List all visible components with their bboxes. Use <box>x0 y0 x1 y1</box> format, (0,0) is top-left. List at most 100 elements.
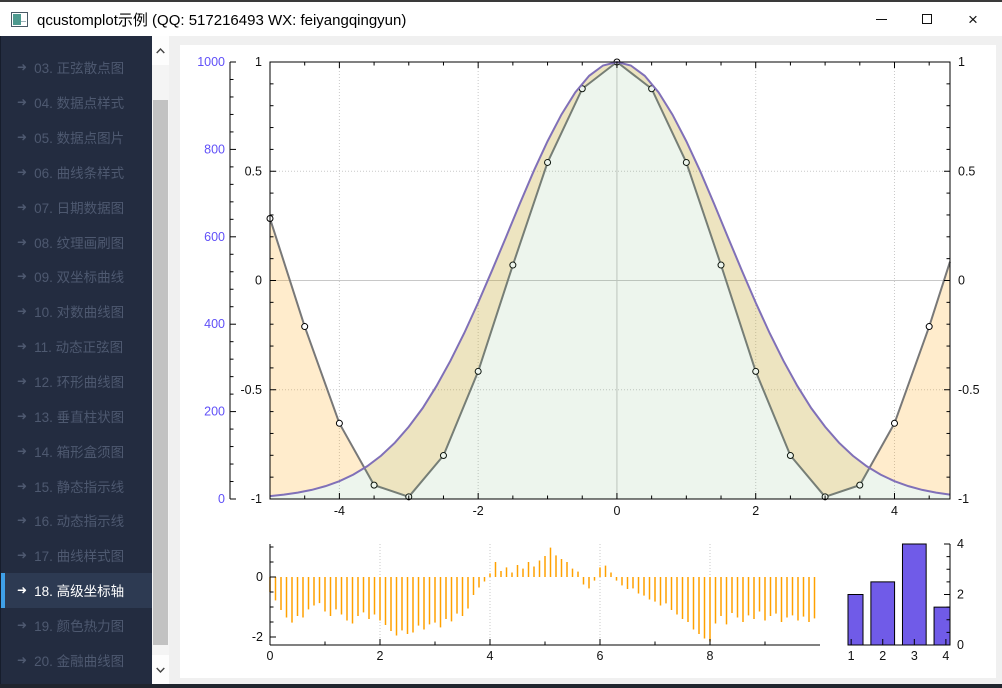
scrollbar-thumb[interactable] <box>153 100 168 645</box>
sidebar-item-07[interactable]: ➜ 07. 日期数据图 <box>1 189 152 224</box>
sidebar: ➜ 03. 正弦散点图 ➜ 04. 数据点样式 ➜ 05. 数据点图片 ➜ 06. 曲线条样式… <box>0 36 152 684</box>
window-titlebar: qcustomplot示例 (QQ: 517216493 WX: feiyang… <box>0 2 1002 36</box>
sidebar-item-05[interactable]: ➜ 05. 数据点图片 <box>1 120 152 155</box>
svg-text:1: 1 <box>255 55 262 69</box>
window-bottom-sliver <box>0 684 1002 688</box>
maximize-icon <box>922 14 932 24</box>
qcustomplot-canvas[interactable]: -4 -2 0 2 410.50-0.5-110.50-0.5-110008006004… <box>180 45 996 678</box>
sidebar-menu: ➜ 03. 正弦散点图 ➜ 04. 数据点样式 ➜ 05. 数据点图片 ➜ 06. 曲线条样式… <box>1 50 152 677</box>
sidebar-item-06[interactable]: ➜ 06. 曲线条样式 <box>1 155 152 190</box>
arrow-icon: ➜ <box>17 269 28 284</box>
cos-data-marker <box>786 452 794 460</box>
svg-text:4: 4 <box>957 537 964 551</box>
arrow-icon: ➜ <box>17 443 28 458</box>
gauss-graph-line <box>269 60 951 498</box>
bar <box>901 543 927 646</box>
window-title: qcustomplot示例 (QQ: 517216493 WX: feiyang… <box>37 11 407 29</box>
svg-text:0.5: 0.5 <box>958 164 975 178</box>
sidebar-item-label: 06. 曲线条样式 <box>34 165 125 181</box>
sidebar-item-label: 15. 静态指示线 <box>34 479 125 495</box>
arrow-icon: ➜ <box>17 617 28 632</box>
bar <box>847 594 864 646</box>
sidebar-item-13[interactable]: ➜ 13. 垂直柱状图 <box>1 398 152 433</box>
sidebar-item-14[interactable]: ➜ 14. 箱形盒须图 <box>1 433 152 468</box>
svg-text:800: 800 <box>204 142 225 156</box>
arrow-icon: ➜ <box>17 130 28 145</box>
close-icon: × <box>968 9 978 29</box>
sidebar-item-label: 14. 箱形盒须图 <box>34 444 125 460</box>
sidebar-item-label: 16. 动态指示线 <box>34 514 125 530</box>
scroll-up-button[interactable] <box>152 36 169 65</box>
sidebar-item-label: 13. 垂直柱状图 <box>34 409 125 425</box>
sidebar-item-label: 10. 对数曲线图 <box>34 305 125 321</box>
svg-text:1: 1 <box>958 55 965 69</box>
cos-data-marker <box>439 452 447 460</box>
svg-text:-4: -4 <box>334 504 345 518</box>
sidebar-item-label: 11. 动态正弦图 <box>34 340 124 356</box>
sidebar-item-09[interactable]: ➜ 09. 双坐标曲线 <box>1 259 152 294</box>
svg-text:-2: -2 <box>473 504 484 518</box>
svg-text:0: 0 <box>613 504 620 518</box>
cos-data-marker <box>925 323 933 331</box>
main-axis-rect: -4 -2 0 2 4 1 0.5 0 -0.5 -1 1 0.5 0 -0.5 -1 1000 800 600 4… <box>197 55 979 518</box>
svg-text:2: 2 <box>377 649 384 663</box>
sidebar-item-15[interactable]: ➜ 15. 静态指示线 <box>1 468 152 503</box>
bar <box>870 581 896 646</box>
sidebar-item-label: 17. 曲线样式图 <box>34 549 125 565</box>
sidebar-item-label: 08. 纹理画刷图 <box>34 235 125 251</box>
svg-text:4: 4 <box>942 649 949 663</box>
svg-text:-1: -1 <box>251 492 262 506</box>
sidebar-item-10[interactable]: ➜ 10. 对数曲线图 <box>1 294 152 329</box>
sidebar-item-11[interactable]: ➜ 11. 动态正弦图 <box>1 329 152 364</box>
svg-text:-0.5: -0.5 <box>958 383 980 397</box>
svg-text:-2: -2 <box>252 630 263 644</box>
sidebar-item-16[interactable]: ➜ 16. 动态指示线 <box>1 503 152 538</box>
svg-text:4: 4 <box>891 504 898 518</box>
sidebar-item-label: 09. 双坐标曲线 <box>34 270 125 286</box>
sidebar-item-label: 04. 数据点样式 <box>34 96 125 112</box>
cos-data-marker <box>682 158 690 166</box>
arrow-icon: ➜ <box>17 478 28 493</box>
window-top-border <box>0 0 1002 2</box>
sidebar-item-label: 19. 颜色热力图 <box>34 618 125 634</box>
sub-impulse-rect: 0 2 4 6 8 0 -2 <box>252 544 820 663</box>
sidebar-item-18[interactable]: ➜ 18. 高级坐标轴 <box>1 572 152 608</box>
chevron-down-icon <box>156 667 165 673</box>
svg-text:4: 4 <box>487 649 494 663</box>
sidebar-item-label: 12. 环形曲线图 <box>34 375 125 391</box>
qcustomplot-widget: -4 -2 0 2 4 1 0.5 0 -0.5 -1 1 0.5 0 -0.5 -1 1000 800 600 4… <box>180 45 996 678</box>
sidebar-item-17[interactable]: ➜ 17. 曲线样式图 <box>1 538 152 573</box>
arrow-icon: ➜ <box>17 408 28 423</box>
sidebar-item-03[interactable]: ➜ 03. 正弦散点图 <box>1 50 152 85</box>
sidebar-item-19[interactable]: ➜ 19. 颜色热力图 <box>1 608 152 643</box>
svg-text:0: 0 <box>267 649 274 663</box>
cos-data-marker <box>717 261 725 269</box>
cos-data-marker <box>370 481 378 489</box>
cos-data-marker <box>301 323 309 331</box>
scroll-down-button[interactable] <box>152 655 169 684</box>
svg-text:600: 600 <box>204 230 225 244</box>
arrow-icon: ➜ <box>17 60 28 75</box>
sidebar-item-12[interactable]: ➜ 12. 环形曲线图 <box>1 364 152 399</box>
window-controls: × <box>858 2 1002 36</box>
sidebar-scrollbar[interactable] <box>152 36 169 684</box>
svg-text:2: 2 <box>957 588 964 602</box>
svg-text:8: 8 <box>707 649 714 663</box>
arrow-icon: ➜ <box>17 583 28 598</box>
arrow-icon: ➜ <box>17 164 28 179</box>
arrow-icon: ➜ <box>17 374 28 389</box>
close-button[interactable]: × <box>950 2 996 36</box>
svg-text:-0.5: -0.5 <box>240 383 262 397</box>
sidebar-item-04[interactable]: ➜ 04. 数据点样式 <box>1 85 152 120</box>
svg-text:2: 2 <box>879 649 886 663</box>
gauss-area-fill <box>270 62 950 499</box>
channel-fill-cos-gauss <box>270 62 950 497</box>
arrow-icon: ➜ <box>17 652 28 667</box>
svg-text:400: 400 <box>204 317 225 331</box>
sidebar-item-20[interactable]: ➜ 20. 金融曲线图 <box>1 642 152 677</box>
svg-text:2: 2 <box>752 504 759 518</box>
sidebar-item-08[interactable]: ➜ 08. 纹理画刷图 <box>1 224 152 259</box>
maximize-button[interactable] <box>904 2 950 36</box>
arrow-icon: ➜ <box>17 95 28 110</box>
minimize-button[interactable] <box>858 2 904 36</box>
